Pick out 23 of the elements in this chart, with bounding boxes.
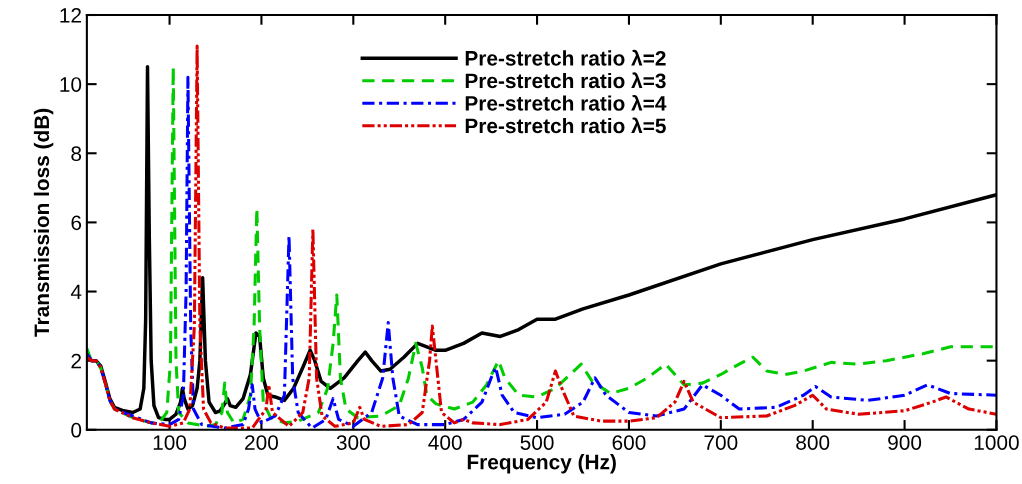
y-tick-label: 10: [60, 77, 82, 92]
x-tick-label: 1000: [974, 435, 1019, 450]
legend-label: Pre-stretch ratio λ=5: [465, 117, 666, 134]
x-tick-label: 500: [520, 435, 554, 450]
y-tick-label: 8: [71, 146, 82, 162]
y-tick-label: 2: [71, 353, 81, 369]
y-tick-label: 0: [71, 422, 82, 438]
legend-label: Pre-stretch ratio λ=2: [465, 49, 666, 66]
x-tick-label: 300: [336, 435, 370, 450]
x-tick-label: 100: [153, 435, 187, 450]
x-tick-label: 900: [888, 435, 922, 450]
x-tick-label: 400: [428, 435, 462, 450]
x-tick-label: 800: [796, 435, 830, 450]
legend-label: Pre-stretch ratio λ=4: [465, 94, 667, 111]
y-tick-label: 4: [70, 284, 82, 300]
legend-label: Pre-stretch ratio λ=3: [465, 72, 666, 89]
x-tick-label: 700: [704, 435, 738, 450]
y-tick-label: 6: [71, 215, 82, 231]
x-tick-label: 600: [612, 435, 646, 450]
x-tick-label: 200: [245, 435, 278, 450]
x-axis-title: Frequency (Hz): [467, 454, 616, 474]
y-tick-label: 12: [60, 8, 81, 23]
y-axis-title: Transmission loss (dB): [33, 108, 54, 337]
